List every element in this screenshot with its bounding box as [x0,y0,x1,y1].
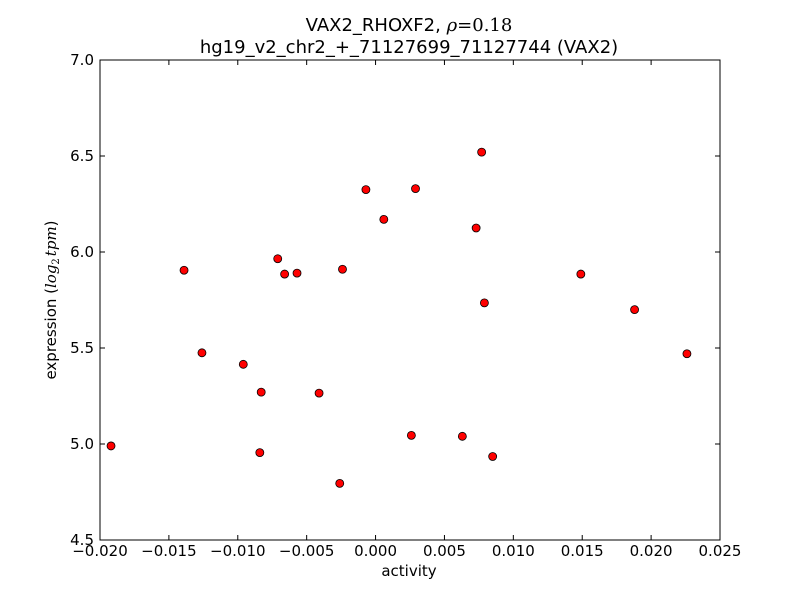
x-axis-label: activity [381,562,436,580]
y-tick-label: 6.0 [70,243,94,261]
data-point [576,269,586,279]
x-axis-ticks: −0.020 −0.015 −0.010 −0.005 0.000 0.005 0.010 0… [72,60,741,560]
data-point [682,349,692,359]
y-tick-label: 6.5 [70,147,94,165]
data-point [457,431,467,441]
plot-frame [99,59,721,541]
data-point [477,147,487,157]
x-tick-label: 0.010 [492,542,535,560]
data-point [471,223,481,233]
data-points [106,147,692,488]
data-point [479,298,489,308]
data-point [255,448,265,458]
data-point [338,264,347,274]
x-tick-label: −0.005 [279,542,335,560]
data-point [273,254,283,264]
y-tick-label: 5.5 [70,339,94,357]
y-tick-label: 5.0 [70,435,94,453]
chart-subtitle: hg19_v2_chr2_+_71127699_71127744 (VAX2) [200,37,618,58]
y-axis-ticks: 4.5 5.0 5.5 6.0 6.5 7.0 [70,51,720,549]
data-point [488,452,498,461]
data-point [197,348,207,358]
data-point [335,478,345,488]
data-point [411,184,420,194]
x-tick-label: −0.015 [141,542,197,560]
data-point [406,430,416,440]
x-tick-label: −0.010 [210,542,266,560]
x-tick-label: 0.025 [699,542,742,560]
data-point [280,269,290,279]
data-point [106,441,116,451]
x-tick-label: −0.020 [72,542,128,560]
data-point [256,387,266,397]
y-tick-label: 7.0 [70,51,94,69]
data-point [630,305,639,315]
chart-title: VAX2_RHOXF2, ρ=0.18 [306,15,513,36]
data-point [314,388,324,398]
data-point [292,268,302,278]
data-point [179,265,189,275]
y-axis-label: expression (log2tpm) [42,220,62,379]
x-tick-label: 0.015 [561,542,604,560]
y-tick-label: 4.5 [70,531,94,549]
x-tick-label: 0.005 [423,542,466,560]
data-point [238,359,248,369]
x-tick-label: 0.000 [354,542,397,560]
x-tick-label: 0.020 [630,542,673,560]
data-point [361,185,371,195]
data-point [379,214,389,224]
